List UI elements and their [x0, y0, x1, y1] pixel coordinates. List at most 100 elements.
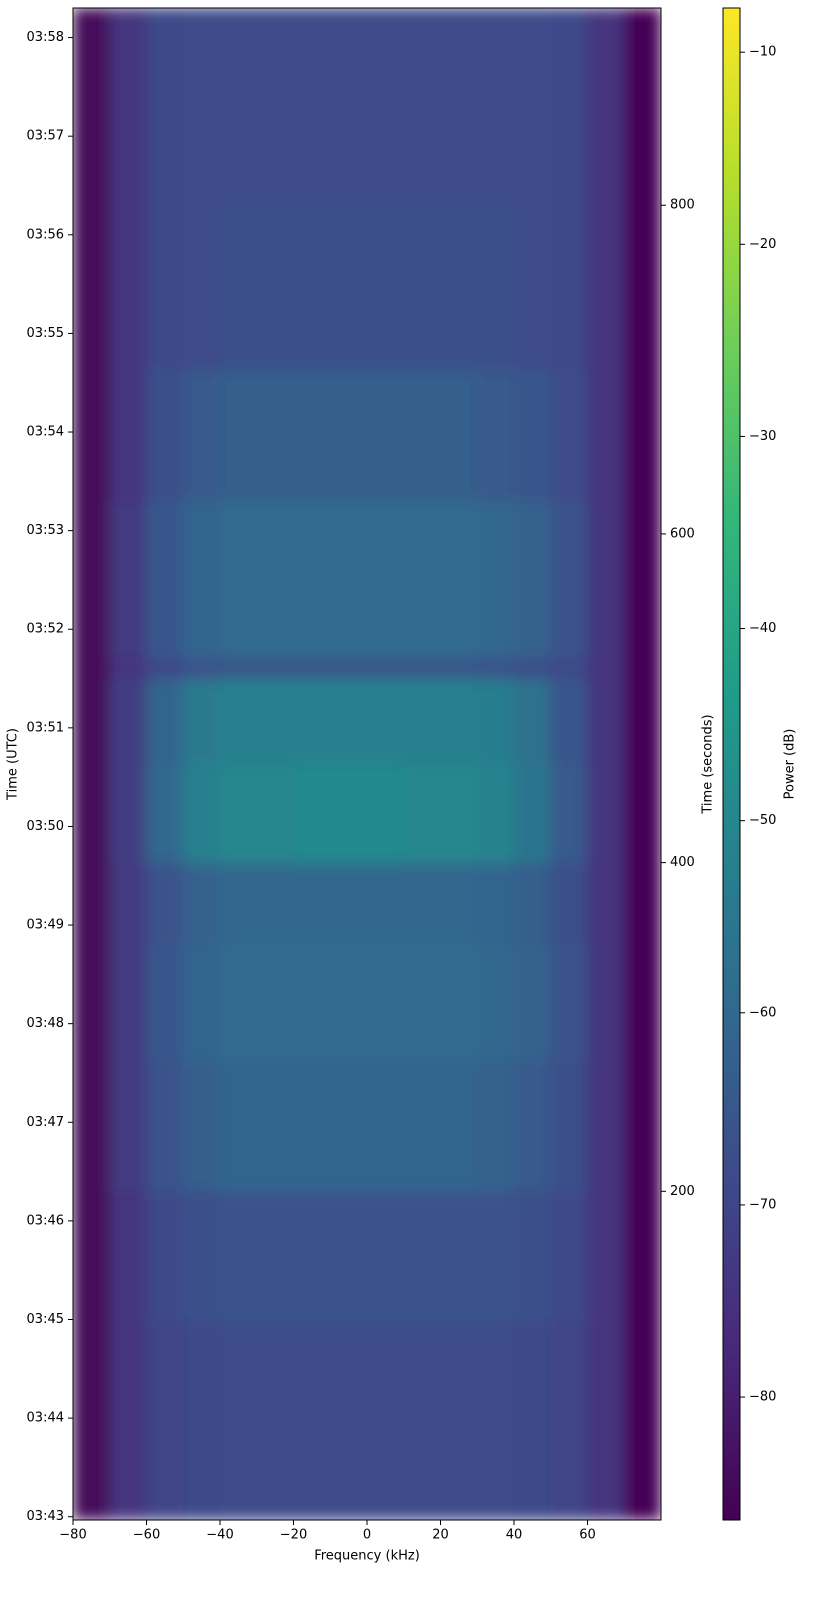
heatmap-cell	[403, 1322, 441, 1520]
heatmap-cell	[256, 369, 294, 502]
heatmap-cell	[256, 862, 294, 946]
heatmap-cell	[73, 763, 111, 864]
y-tick-label: 03:45	[27, 1312, 64, 1327]
colorbar-tick-label: −70	[749, 1197, 776, 1212]
heatmap-cell	[366, 369, 405, 502]
heatmap-cell	[550, 1190, 588, 1324]
heatmap-cell	[623, 656, 661, 680]
heatmap-cell	[329, 500, 368, 658]
y-axis-label: Time (UTC)	[6, 728, 21, 801]
heatmap-cell	[623, 8, 661, 206]
x-tick-label: −80	[59, 1528, 86, 1543]
heatmap-cell	[109, 1059, 147, 1192]
heatmap-cell	[587, 862, 625, 946]
y-tick-label: 03:50	[27, 819, 64, 834]
heatmap-cell	[476, 500, 515, 658]
y-tick-label: 03:44	[27, 1411, 64, 1426]
heatmap-cell	[73, 1190, 111, 1324]
heatmap-cell	[219, 204, 258, 371]
heatmap-cell	[256, 1059, 294, 1192]
heatmap-cell	[476, 944, 515, 1061]
heatmap-cell	[256, 1190, 294, 1324]
heatmap-cell	[550, 678, 588, 765]
heatmap-cell	[109, 944, 147, 1061]
heatmap-cell	[623, 500, 661, 658]
heatmap-cell	[623, 1322, 661, 1520]
heatmap-cell	[329, 656, 368, 680]
heatmap-cell	[329, 944, 368, 1061]
heatmap-cell	[146, 369, 184, 502]
heatmap-cell	[440, 678, 478, 765]
heatmap-cell	[109, 1322, 147, 1520]
heatmap-cell	[440, 8, 478, 206]
heatmap-cell	[256, 678, 294, 765]
colorbar-tick-label: −40	[749, 621, 776, 636]
colorbar-tick-label: −50	[749, 813, 776, 828]
heatmap-cell	[182, 944, 221, 1061]
heatmap-cell	[513, 8, 552, 206]
colorbar-tick-label: −30	[749, 429, 776, 444]
heatmap-cell	[73, 944, 111, 1061]
heatmap-cell	[403, 1059, 441, 1192]
heatmap-cell	[219, 1322, 258, 1520]
heatmap-cell	[587, 500, 625, 658]
heatmap-cell	[182, 1059, 221, 1192]
heatmap-cell	[293, 656, 331, 680]
x-axis-label: Frequency (kHz)	[314, 1549, 420, 1564]
heatmap-cell	[146, 1059, 184, 1192]
heatmap-cell	[293, 8, 331, 206]
heatmap-cell	[293, 862, 331, 946]
heatmap-cell	[623, 1190, 661, 1324]
heatmap-cell	[513, 678, 552, 765]
heatmap-cell	[476, 204, 515, 371]
heatmap-cell	[550, 862, 588, 946]
heatmap-cell	[219, 369, 258, 502]
heatmap-cell	[587, 204, 625, 371]
heatmap-cell	[109, 656, 147, 680]
heatmap-cell	[513, 1190, 552, 1324]
heatmap-cell	[146, 656, 184, 680]
heatmap-cell	[256, 656, 294, 680]
heatmap-cell	[550, 204, 588, 371]
heatmap-cell	[219, 944, 258, 1061]
heatmap-cell	[73, 1059, 111, 1192]
heatmap-cell	[403, 500, 441, 658]
heatmap-cell	[440, 763, 478, 864]
y-tick-label: 03:53	[27, 523, 64, 538]
heatmap-cell	[293, 763, 331, 864]
heatmap-cell	[403, 763, 441, 864]
heatmap-cell	[109, 8, 147, 206]
heatmap-cell	[513, 763, 552, 864]
heatmap-cell	[329, 369, 368, 502]
colorbar	[722, 7, 741, 1521]
heatmap-cell	[440, 369, 478, 502]
heatmap-cell	[623, 862, 661, 946]
heatmap-cell	[182, 369, 221, 502]
heatmap-cell	[366, 656, 405, 680]
heatmap-cell	[182, 862, 221, 946]
heatmap-cell	[182, 763, 221, 864]
heatmap-cell	[366, 1190, 405, 1324]
heatmap-cell	[182, 204, 221, 371]
heatmap-cell	[440, 1322, 478, 1520]
heatmap-cell	[329, 1322, 368, 1520]
heatmap-cell	[587, 1190, 625, 1324]
heatmap-cell	[329, 763, 368, 864]
heatmap-cell	[550, 500, 588, 658]
y-tick-label: 03:49	[27, 918, 64, 933]
heatmap-cell	[476, 1059, 515, 1192]
y2-tick-label: 600	[670, 526, 695, 541]
heatmap-cell	[403, 678, 441, 765]
heatmap-cell	[109, 678, 147, 765]
heatmap-cell	[587, 1322, 625, 1520]
heatmap-cell	[587, 763, 625, 864]
heatmap-cell	[256, 204, 294, 371]
heatmap-cell	[219, 763, 258, 864]
colorbar-label: Power (dB)	[783, 729, 798, 800]
heatmap-cell	[513, 1322, 552, 1520]
heatmap	[73, 8, 661, 1520]
heatmap-cell	[476, 369, 515, 502]
heatmap-cell	[256, 763, 294, 864]
y2-axis-label: Time (seconds)	[701, 714, 716, 814]
heatmap-cell	[476, 1322, 515, 1520]
